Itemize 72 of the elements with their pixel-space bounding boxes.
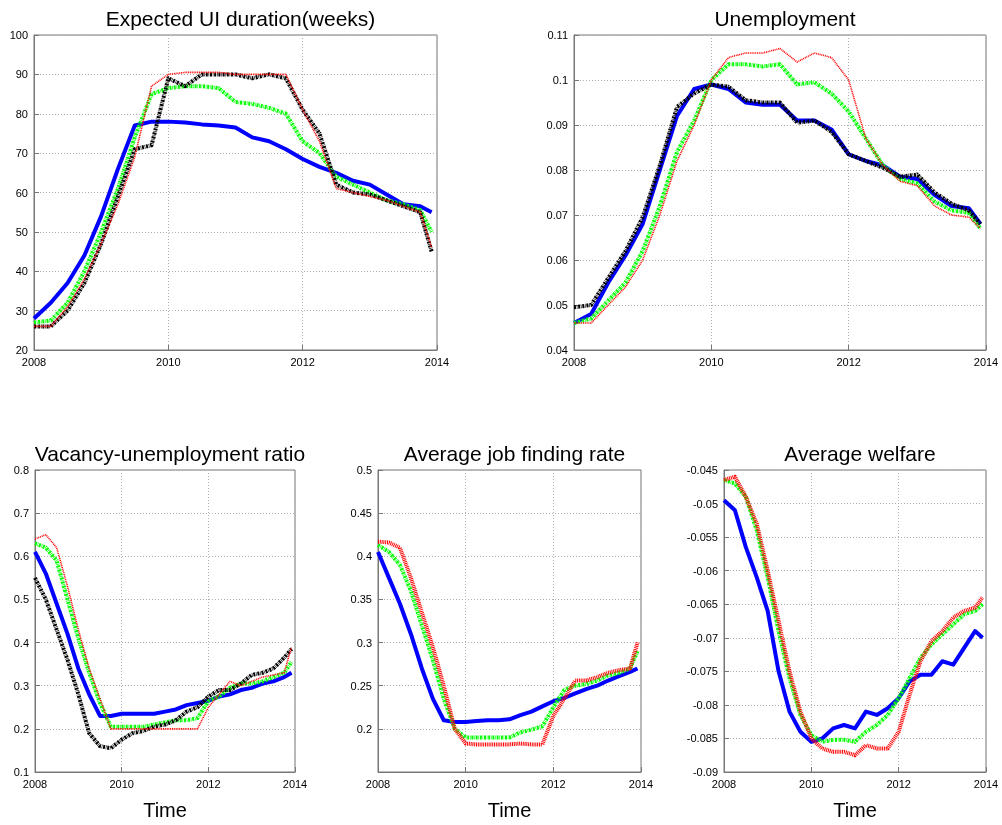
y-tick-label: -0.075 — [686, 665, 718, 678]
x-tick-label: 2012 — [541, 777, 566, 790]
y-tick-label: 0.35 — [350, 593, 372, 606]
y-tick-label: 0.3 — [356, 636, 372, 649]
y-tick-label: 0.11 — [547, 29, 568, 41]
y-tick-label: 30 — [15, 304, 28, 317]
y-tick-label: -0.05 — [692, 497, 718, 510]
x-tick-label: 2012 — [886, 777, 911, 790]
x-tick-label: 2008 — [21, 355, 47, 368]
y-tick-label: 0.6 — [13, 550, 29, 563]
y-tick-label: 80 — [15, 107, 28, 120]
y-tick-label: 40 — [15, 265, 28, 278]
x-tick-label: 2008 — [711, 777, 737, 790]
chart-title: Average welfare — [784, 442, 936, 465]
x-tick-label: 2012 — [836, 355, 861, 368]
x-tick-label: 2014 — [282, 777, 308, 790]
x-tick-label: 2010 — [109, 777, 134, 790]
y-tick-label: 100 — [9, 29, 28, 41]
y-tick-label: 0.45 — [350, 507, 372, 520]
y-tick-label: 0.2 — [356, 722, 372, 735]
y-tick-label: 0.25 — [350, 679, 372, 692]
chart-title: Expected UI duration(weeks) — [105, 7, 376, 30]
x-axis-title: Time — [833, 799, 877, 821]
x-axis-title: Time — [143, 799, 187, 821]
line-series — [32, 119, 434, 321]
x-tick-label: 2012 — [290, 355, 315, 368]
y-tick-label: 70 — [15, 147, 28, 160]
chart-title: Average job finding rate — [403, 442, 626, 465]
x-tick-label: 2008 — [365, 777, 391, 790]
y-tick-label: 0.3 — [13, 679, 29, 692]
y-tick-label: 0.1 — [13, 766, 29, 778]
chart-title: Vacancy-unemployment ratio — [34, 442, 306, 465]
y-tick-label: 0.06 — [546, 254, 568, 266]
y-tick-label: 0.4 — [356, 550, 372, 563]
y-tick-label: 0.5 — [13, 593, 29, 606]
x-tick-label: 2010 — [453, 777, 478, 790]
x-tick-label: 2008 — [561, 355, 587, 368]
y-tick-label: 0.8 — [13, 464, 29, 476]
y-tick-label: -0.085 — [686, 732, 718, 745]
chart-title: Unemployment — [714, 7, 856, 30]
x-tick-label: 2010 — [799, 777, 824, 790]
y-tick-label: 50 — [15, 225, 28, 238]
y-tick-label: 0.07 — [546, 209, 568, 221]
y-tick-label: 0.5 — [356, 464, 372, 476]
x-tick-label: 2014 — [973, 777, 999, 790]
x-tick-label: 2010 — [156, 355, 181, 368]
y-tick-label: 20 — [15, 344, 28, 356]
y-tick-label: 90 — [15, 68, 28, 81]
y-tick-label: -0.055 — [686, 531, 718, 544]
y-tick-label: 0.04 — [546, 344, 568, 356]
y-tick-label: 0.2 — [13, 722, 29, 735]
y-tick-label: 0.1 — [552, 74, 568, 86]
y-tick-label: 0.7 — [13, 507, 29, 520]
x-tick-label: 2014 — [628, 777, 654, 790]
x-tick-label: 2014 — [973, 355, 999, 368]
y-tick-label: 0.4 — [13, 636, 29, 649]
y-tick-label: 0.05 — [546, 299, 568, 311]
y-tick-label: 60 — [15, 186, 28, 199]
y-tick-label: 0.09 — [546, 119, 568, 131]
x-tick-label: 2014 — [424, 355, 450, 368]
x-tick-label: 2010 — [699, 355, 724, 368]
y-tick-label: -0.08 — [692, 698, 718, 711]
y-tick-label: -0.065 — [686, 598, 718, 611]
x-tick-label: 2012 — [196, 777, 221, 790]
y-tick-label: -0.09 — [692, 766, 718, 778]
y-tick-label: -0.06 — [692, 564, 718, 577]
x-tick-label: 2008 — [22, 777, 48, 790]
y-tick-label: 0.08 — [546, 164, 568, 176]
y-tick-label: -0.045 — [686, 464, 718, 476]
line-series — [33, 575, 294, 751]
y-tick-label: -0.07 — [692, 631, 718, 644]
x-axis-title: Time — [487, 799, 532, 821]
